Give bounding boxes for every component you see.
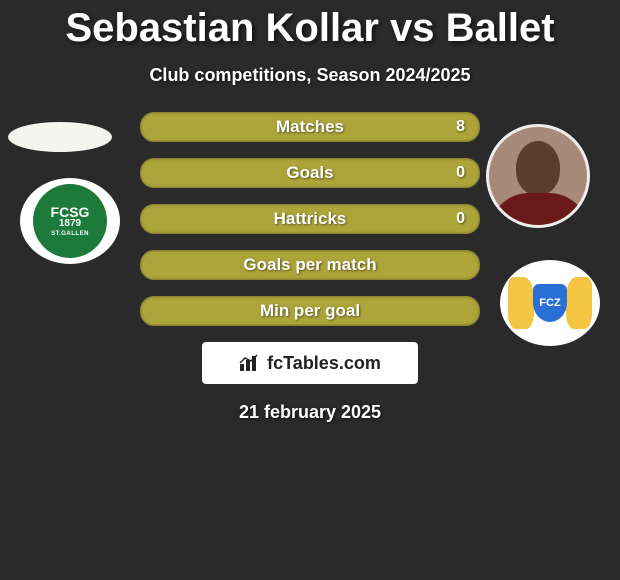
stat-label: Min per goal [260, 301, 360, 321]
date-text: 21 february 2025 [0, 402, 620, 423]
club-badge-right: FCZ [500, 260, 600, 346]
badge-left-line1: FCSG [51, 205, 90, 219]
stat-label: Matches [276, 117, 344, 137]
source-logo-text: fcTables.com [267, 353, 381, 374]
player-right-avatar [486, 124, 590, 228]
stat-value: 8 [456, 118, 465, 136]
stat-label: Hattricks [274, 209, 347, 229]
stat-bar-matches: Matches 8 [140, 112, 480, 142]
club-badge-left: FCSG 1879 ST.GALLEN [20, 178, 120, 264]
badge-left-line2: 1879 [59, 219, 81, 229]
chart-icon [239, 354, 261, 372]
page-title: Sebastian Kollar vs Ballet [0, 0, 620, 51]
stat-bars: Matches 8 Goals 0 Hattricks 0 Goals per … [140, 112, 480, 326]
stat-label: Goals [286, 163, 333, 183]
stat-value: 0 [456, 164, 465, 182]
stat-bar-goals: Goals 0 [140, 158, 480, 188]
stat-label: Goals per match [243, 255, 376, 275]
source-logo: fcTables.com [202, 342, 418, 384]
subtitle: Club competitions, Season 2024/2025 [0, 65, 620, 86]
stat-bar-goals-per-match: Goals per match [140, 250, 480, 280]
stat-bar-min-per-goal: Min per goal [140, 296, 480, 326]
badge-left-line3: ST.GALLEN [51, 231, 89, 237]
badge-right-shield: FCZ [533, 284, 567, 322]
stat-value: 0 [456, 210, 465, 228]
stat-bar-hattricks: Hattricks 0 [140, 204, 480, 234]
player-left-avatar [8, 122, 112, 152]
